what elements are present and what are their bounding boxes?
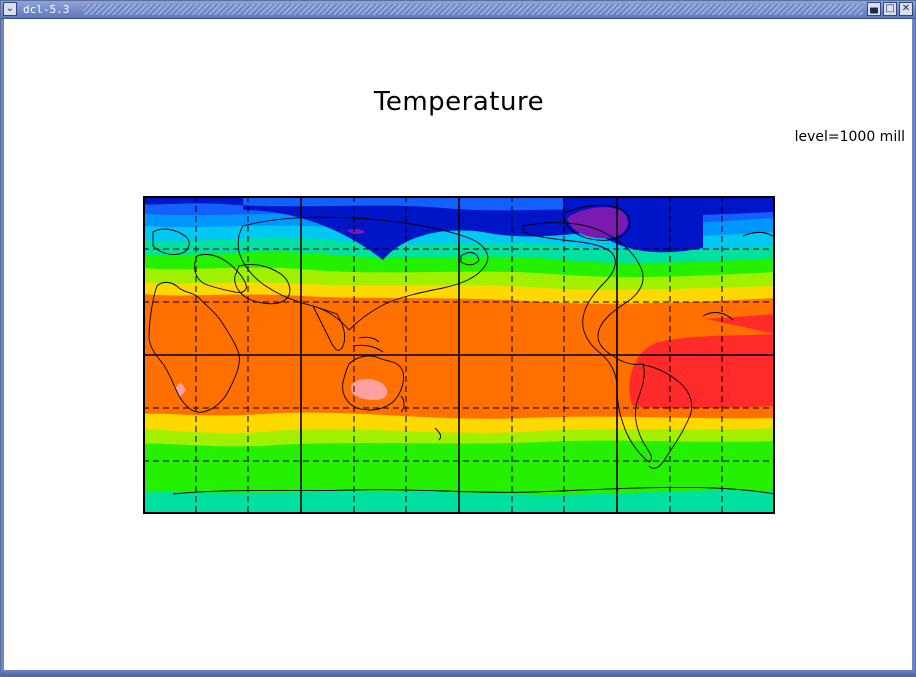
window-border-left [1, 19, 4, 670]
plot-title: Temperature [373, 87, 545, 117]
window-border-bottom [1, 670, 915, 676]
band-pink-africa [175, 382, 186, 397]
band-purple-greenland [567, 207, 628, 239]
level-label: level=1000 mill [794, 129, 905, 145]
map-frame [143, 196, 775, 514]
graticule [143, 196, 775, 514]
close-icon[interactable]: ✕ [899, 2, 913, 16]
band-purple-siberia [347, 228, 365, 235]
band-pink-australia [350, 379, 388, 400]
maximize-icon[interactable]: □ [883, 2, 897, 16]
minimize-icon[interactable]: ▄ [867, 2, 881, 16]
temperature-map [143, 196, 775, 514]
window-title: dcl-5.3 [23, 3, 70, 16]
coastlines [148, 204, 775, 495]
chevron-down-icon[interactable]: ⌄ [3, 2, 17, 16]
title-bar[interactable]: ⌄ dcl-5.3 ▄ □ ✕ [1, 1, 915, 19]
window-border-right [912, 19, 915, 670]
title-bar-stripes [83, 4, 863, 15]
